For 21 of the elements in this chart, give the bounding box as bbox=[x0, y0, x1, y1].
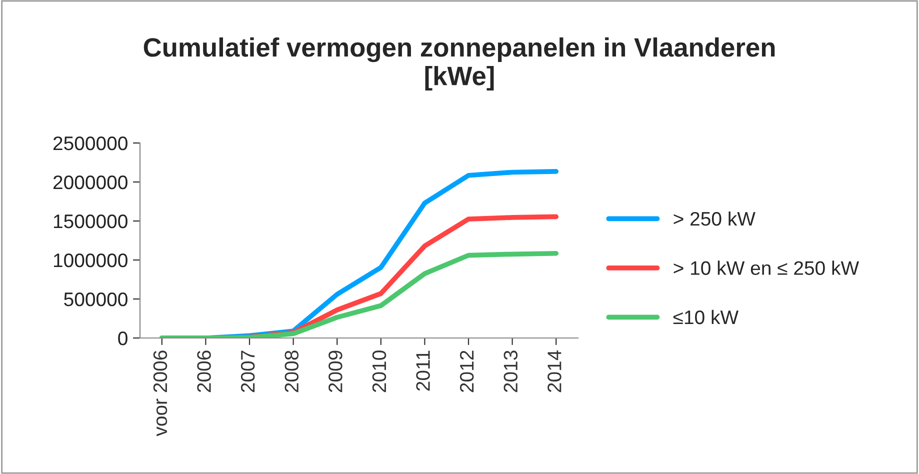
legend-label: > 250 kW bbox=[674, 211, 756, 226]
y-tick-label: 1000000 bbox=[54, 253, 128, 268]
x-tick-label: 2013 bbox=[504, 350, 518, 392]
x-tick-label: 2012 bbox=[460, 350, 474, 392]
chart-title: Cumulatief vermogen zonnepanelen in Vlaanderen [kWe] bbox=[144, 37, 775, 91]
x-tick-label: 2006 bbox=[197, 350, 211, 392]
legend-label: ≤10 kW bbox=[673, 310, 739, 324]
x-tick-label: 2014 bbox=[548, 350, 562, 392]
x-tick-label: 2011 bbox=[416, 350, 430, 391]
x-tick-label: 2007 bbox=[240, 350, 255, 392]
x-tick-label: 2008 bbox=[284, 350, 299, 392]
x-tick-label: 2009 bbox=[328, 350, 342, 392]
x-tick-label: voor 2006 bbox=[153, 350, 168, 436]
y-tick-label: 0 bbox=[118, 331, 128, 346]
y-tick-label: 2500000 bbox=[53, 136, 128, 150]
y-tick-label: 500000 bbox=[64, 292, 128, 306]
legend-label: > 10 kW en ≤ 250 kW bbox=[674, 260, 860, 275]
y-tick-label: 2000000 bbox=[53, 175, 128, 190]
y-tick-label: 1500000 bbox=[54, 214, 128, 228]
x-tick-label: 2010 bbox=[372, 350, 386, 392]
line-series bbox=[159, 250, 559, 338]
